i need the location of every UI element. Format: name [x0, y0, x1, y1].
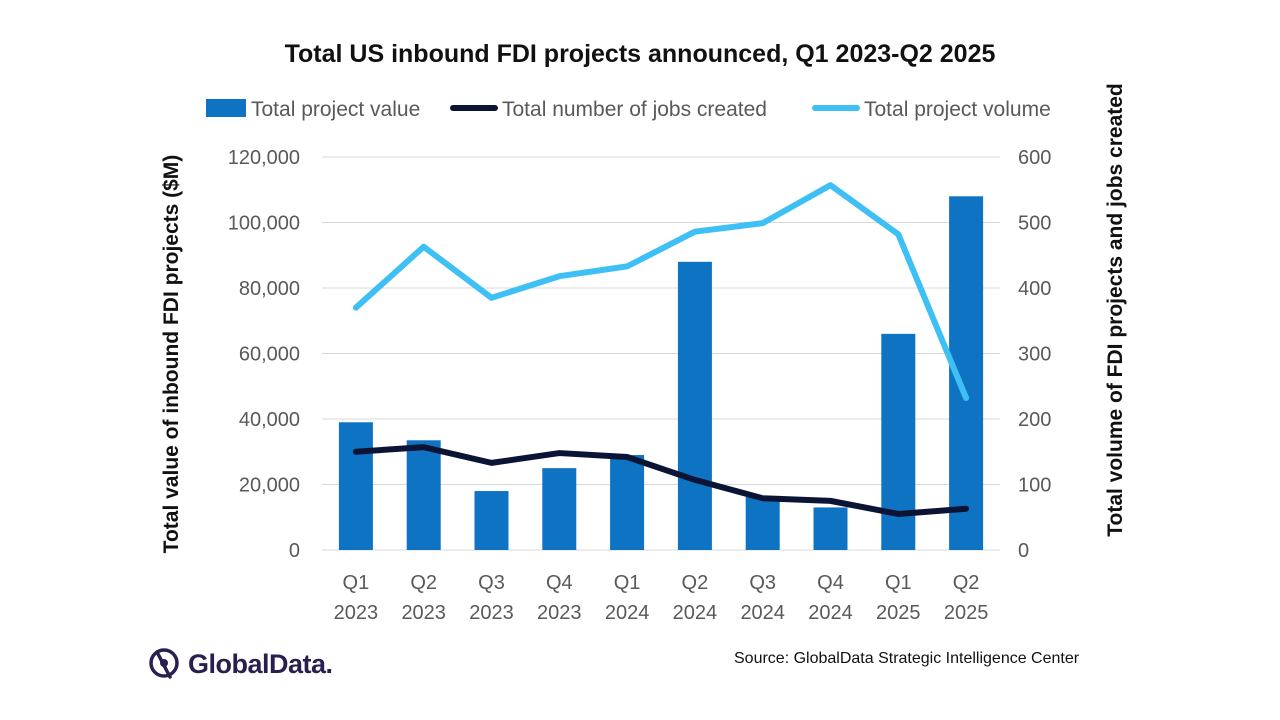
- x-tick-label: Q4 2023: [537, 572, 582, 624]
- legend-label: Total project value: [251, 98, 420, 121]
- x-tick-label-line: 2024: [740, 602, 785, 624]
- x-tick-label: Q1 2024: [605, 572, 650, 624]
- bar-project-value: [677, 261, 712, 550]
- y-axis-left-ticks: 0 20,000 40,000 60,000 80,000 100,000 120,000: [228, 147, 300, 562]
- y-left-tick-label: 60,000: [239, 344, 300, 366]
- bar-project-value: [745, 495, 780, 550]
- y-right-tick-label: 0: [1018, 540, 1029, 562]
- x-tick-label-line: Q4: [546, 572, 573, 594]
- source-note: Source: GlobalData Strategic Intelligenc…: [734, 650, 1080, 667]
- x-tick-label-line: 2024: [673, 602, 718, 624]
- bar-project-value: [610, 455, 645, 550]
- y-axis-right-ticks: 0 100 200 300 400 500 600: [1018, 147, 1051, 562]
- bar-project-value: [813, 507, 848, 550]
- x-tick-label-line: Q1: [343, 572, 370, 594]
- x-tick-label-line: 2023: [537, 602, 582, 624]
- x-tick-label: Q2 2023: [401, 572, 446, 624]
- y-right-tick-label: 400: [1018, 278, 1051, 300]
- x-tick-label-line: Q2: [410, 572, 437, 594]
- bar-project-value: [406, 440, 441, 550]
- chart-title: Total US inbound FDI projects announced,…: [285, 40, 996, 68]
- x-tick-label-line: Q3: [478, 572, 505, 594]
- bars-project-value: [338, 196, 984, 551]
- y-left-tick-label: 0: [289, 540, 300, 562]
- y-right-tick-label: 100: [1018, 475, 1051, 497]
- x-tick-label: Q1 2025: [876, 572, 921, 624]
- bar-project-value: [881, 333, 916, 550]
- y-axis-right-title: Total volume of FDI projects and jobs cr…: [1104, 83, 1127, 537]
- y-left-tick-label: 120,000: [228, 147, 300, 169]
- x-tick-label-line: Q2: [953, 572, 980, 594]
- y-left-tick-label: 80,000: [239, 278, 300, 300]
- legend: Total project value Total number of jobs …: [206, 98, 1051, 121]
- bar-project-value: [474, 491, 509, 550]
- x-tick-label-line: Q2: [682, 572, 709, 594]
- y-right-tick-label: 600: [1018, 147, 1051, 169]
- y-axis-left-title: Total value of inbound FDI projects ($M): [160, 155, 183, 554]
- logo-text: GlobalData.: [188, 648, 333, 679]
- x-tick-label-line: 2024: [605, 602, 650, 624]
- y-left-tick-label: 100,000: [228, 213, 300, 235]
- x-tick-label: Q3 2024: [740, 572, 785, 624]
- x-tick-label-line: Q1: [614, 572, 641, 594]
- x-tick-label-line: Q1: [885, 572, 912, 594]
- legend-swatch-bar: [206, 99, 246, 117]
- y-right-tick-label: 200: [1018, 409, 1051, 431]
- legend-label: Total number of jobs created: [502, 98, 767, 121]
- globaldata-logo: GlobalData.: [146, 642, 333, 686]
- line-jobs-created: [352, 444, 970, 517]
- x-tick-label-line: 2023: [401, 602, 446, 624]
- x-tick-label-line: 2023: [334, 602, 379, 624]
- y-left-tick-label: 40,000: [239, 409, 300, 431]
- legend-label: Total project volume: [864, 98, 1051, 121]
- globaldata-logo-icon: [149, 648, 179, 679]
- x-tick-label-line: 2024: [808, 602, 853, 624]
- y-right-tick-label: 500: [1018, 213, 1051, 235]
- y-left-tick-label: 20,000: [239, 475, 300, 497]
- x-tick-label: Q2 2025: [944, 572, 989, 624]
- line-project-volume: [352, 182, 970, 402]
- x-tick-label-line: 2023: [469, 602, 514, 624]
- x-tick-label: Q3 2023: [469, 572, 514, 624]
- line-series: [352, 182, 970, 517]
- x-tick-label: Q2 2024: [673, 572, 718, 624]
- x-axis-ticks: Q1 2023 Q2 2023 Q3 2023 Q4 2023 Q1 2024 Q2 2024 Q3 20…: [334, 572, 989, 624]
- x-tick-label: Q1 2023: [334, 572, 379, 624]
- bar-project-value: [338, 422, 373, 550]
- y-right-tick-label: 300: [1018, 344, 1051, 366]
- x-tick-label: Q4 2024: [808, 572, 853, 624]
- x-tick-label-line: 2025: [944, 602, 989, 624]
- x-tick-label-line: Q4: [817, 572, 844, 594]
- x-tick-label-line: 2025: [876, 602, 921, 624]
- bar-project-value: [542, 468, 577, 550]
- x-tick-label-line: Q3: [749, 572, 776, 594]
